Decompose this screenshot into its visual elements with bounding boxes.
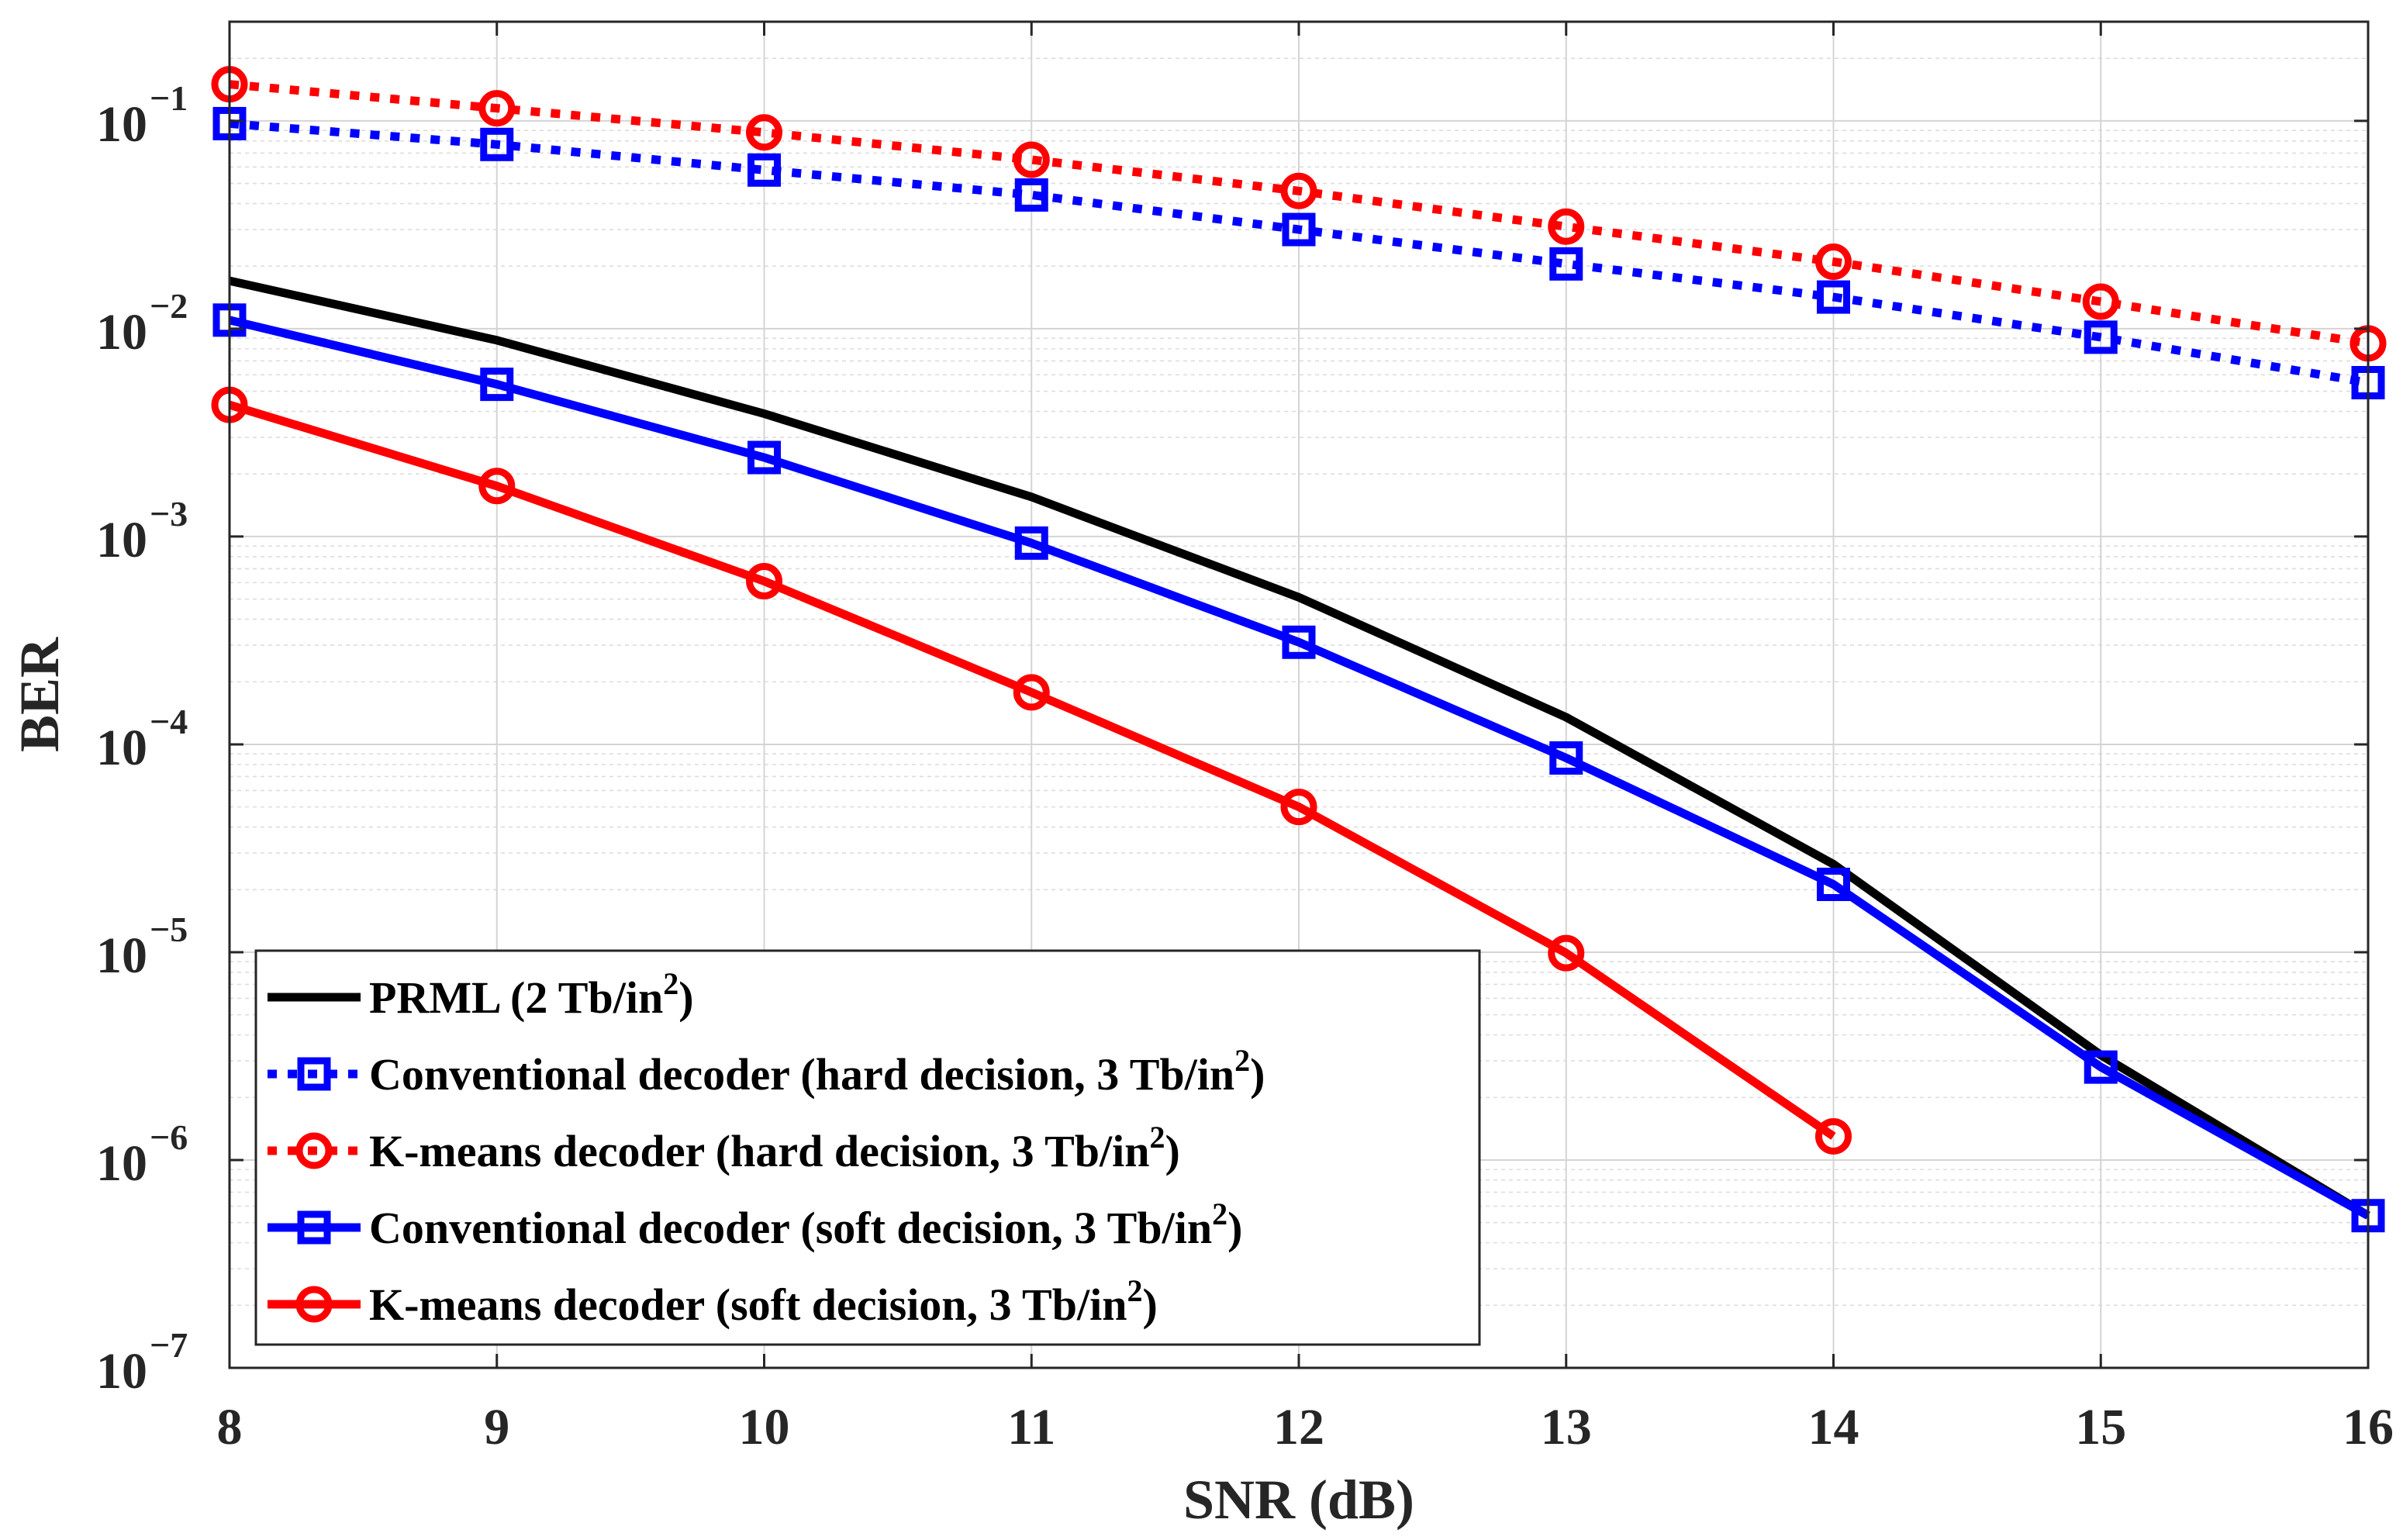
y-axis-title: BER	[9, 637, 71, 752]
legend: PRML (2 Tb/in2) Conventional decoder (har…	[254, 949, 1481, 1346]
x-tick-label: 9	[484, 1399, 509, 1455]
y-tick-label: 10 −2	[96, 286, 188, 361]
data-point	[1815, 243, 1852, 281]
series-line	[229, 119, 2369, 387]
legend-marker	[295, 1286, 333, 1323]
x-axis-title: SNR (dB)	[1183, 1469, 1414, 1531]
y-tick-label: 10 −6	[96, 1117, 188, 1192]
y-tick-base: 10	[96, 1343, 147, 1400]
x-tick-label: 10	[739, 1399, 790, 1455]
data-point	[1815, 1117, 1852, 1155]
legend-label: Conventional decoder (hard decision, 3 T…	[369, 1043, 1265, 1100]
series-1	[228, 276, 2370, 1220]
data-point	[478, 468, 516, 505]
data-point	[2084, 320, 2118, 354]
legend-marker	[297, 1057, 331, 1091]
data-point	[746, 114, 782, 151]
data-point	[1548, 934, 1585, 972]
data-point	[480, 368, 514, 402]
legend-entry: Conventional decoder (hard decision, 3 T…	[268, 1043, 1265, 1100]
series-line	[228, 400, 1836, 1140]
data-point	[746, 562, 782, 599]
series-line	[228, 276, 2370, 1220]
legend-box	[254, 949, 1481, 1346]
data-point	[1014, 526, 1048, 560]
y-tick-exponent: −5	[150, 910, 188, 949]
y-tick-base: 10	[96, 304, 147, 361]
series-line	[229, 80, 2369, 348]
data-point	[1549, 247, 1583, 281]
legend-label: K-means decoder (soft decision, 3 Tb/in2…	[369, 1273, 1158, 1330]
y-tick-base: 10	[96, 1135, 147, 1192]
legend-marker	[297, 1210, 331, 1245]
data-point	[1282, 625, 1316, 659]
x-tick-label: 14	[1808, 1399, 1859, 1455]
y-tick-label: 10 −3	[96, 494, 188, 568]
data-point	[747, 153, 781, 187]
data-point	[1280, 789, 1317, 826]
data-point	[1549, 741, 1583, 775]
data-point	[1280, 172, 1317, 209]
y-tick-base: 10	[96, 512, 147, 568]
x-axis-ticks: 8 9 10 11 12 13 14 15 16	[217, 22, 2394, 1455]
data-point	[2082, 283, 2119, 320]
y-tick-base: 10	[96, 927, 147, 984]
legend-entry: PRML (2 Tb/in2)	[268, 966, 694, 1023]
data-point	[1817, 867, 1850, 901]
legend-label: K-means decoder (hard decision, 3 Tb/in2…	[369, 1120, 1180, 1176]
data-point	[1013, 141, 1050, 178]
y-tick-base: 10	[96, 96, 147, 153]
y-tick-exponent: −4	[150, 702, 188, 741]
x-tick-label: 13	[1541, 1399, 1592, 1455]
y-tick-label: 10 −7	[96, 1325, 188, 1400]
x-tick-label: 8	[217, 1399, 243, 1455]
y-tick-label: 10 −5	[96, 910, 188, 984]
series-5	[211, 386, 1852, 1155]
y-tick-exponent: −2	[150, 286, 188, 326]
y-tick-label: 10 −4	[96, 702, 188, 776]
data-point	[747, 440, 781, 475]
data-point	[1548, 208, 1585, 245]
legend-label: PRML (2 Tb/in2)	[369, 966, 694, 1023]
data-point	[480, 127, 514, 161]
legend-marker	[295, 1132, 333, 1169]
data-point	[478, 90, 516, 127]
x-tick-label: 15	[2075, 1399, 2126, 1455]
data-point	[1013, 674, 1050, 711]
series-line	[228, 316, 2370, 1220]
x-tick-label: 16	[2343, 1399, 2394, 1455]
legend-entry: K-means decoder (hard decision, 3 Tb/in2…	[268, 1120, 1180, 1176]
data-point	[2084, 1050, 2118, 1084]
data-point	[1014, 178, 1048, 212]
y-tick-exponent: −3	[150, 494, 188, 533]
y-tick-base: 10	[96, 720, 147, 776]
y-tick-exponent: −6	[150, 1117, 188, 1157]
y-tick-exponent: −1	[150, 78, 188, 118]
legend-label: Conventional decoder (soft decision, 3 T…	[369, 1196, 1242, 1253]
x-tick-label: 12	[1273, 1399, 1324, 1455]
legend-entry: K-means decoder (soft decision, 3 Tb/in2…	[268, 1273, 1158, 1330]
y-tick-exponent: −7	[150, 1325, 188, 1365]
x-tick-label: 11	[1007, 1399, 1055, 1455]
legend-entry: Conventional decoder (soft decision, 3 T…	[268, 1196, 1242, 1253]
data-point	[1282, 212, 1316, 247]
y-tick-label: 10 −1	[96, 78, 188, 153]
data-point	[1817, 280, 1850, 314]
y-axis-ticks: 10−110−210−310−410−510−610−7	[96, 78, 2368, 1400]
